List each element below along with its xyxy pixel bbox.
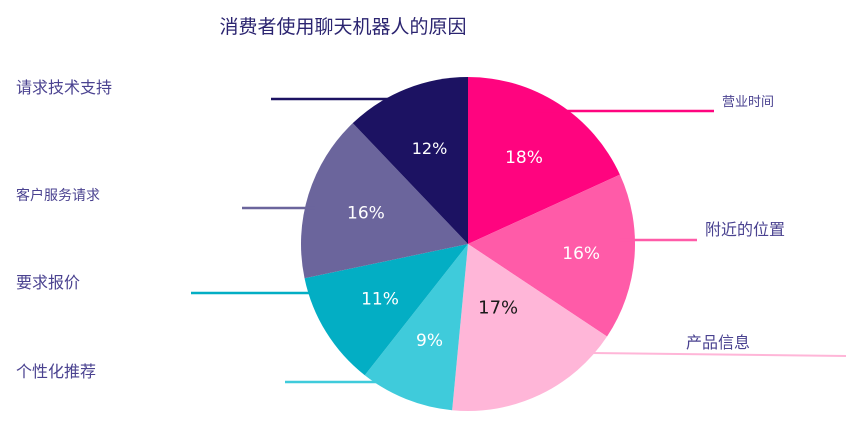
callout-lines xyxy=(191,97,847,384)
slice-percent-label: 18% xyxy=(505,148,543,168)
category-label: 产品信息 xyxy=(686,333,750,352)
slice-percent-label: 11% xyxy=(361,290,399,310)
chart-title: 消费者使用聊天机器人的原因 xyxy=(219,16,466,38)
category-label: 请求技术支持 xyxy=(16,78,112,97)
slice-percent-label: 17% xyxy=(478,297,518,318)
slice-percent-label: 9% xyxy=(416,331,443,351)
pie-slice xyxy=(352,77,468,244)
pie-slice xyxy=(452,244,608,411)
slice-percent-label: 12% xyxy=(412,139,448,158)
slice-percent-label: 16% xyxy=(347,203,385,223)
category-label: 附近的位置 xyxy=(705,220,785,239)
category-label: 要求报价 xyxy=(16,273,80,292)
pie-slice xyxy=(468,174,635,337)
pie-slice xyxy=(364,244,468,411)
category-label: 客户服务请求 xyxy=(16,187,100,204)
pie-slices xyxy=(301,77,635,411)
callout-line xyxy=(591,352,847,357)
pie-slice xyxy=(468,77,620,244)
category-label: 个性化推荐 xyxy=(16,362,96,381)
category-label: 营业时间 xyxy=(722,95,774,110)
pie-slice xyxy=(304,244,468,376)
pie-slice xyxy=(301,123,468,279)
percentage-labels: 18% 16% 17% 9% 11% 16% 12% xyxy=(347,139,600,351)
slice-percent-label: 16% xyxy=(562,244,600,264)
